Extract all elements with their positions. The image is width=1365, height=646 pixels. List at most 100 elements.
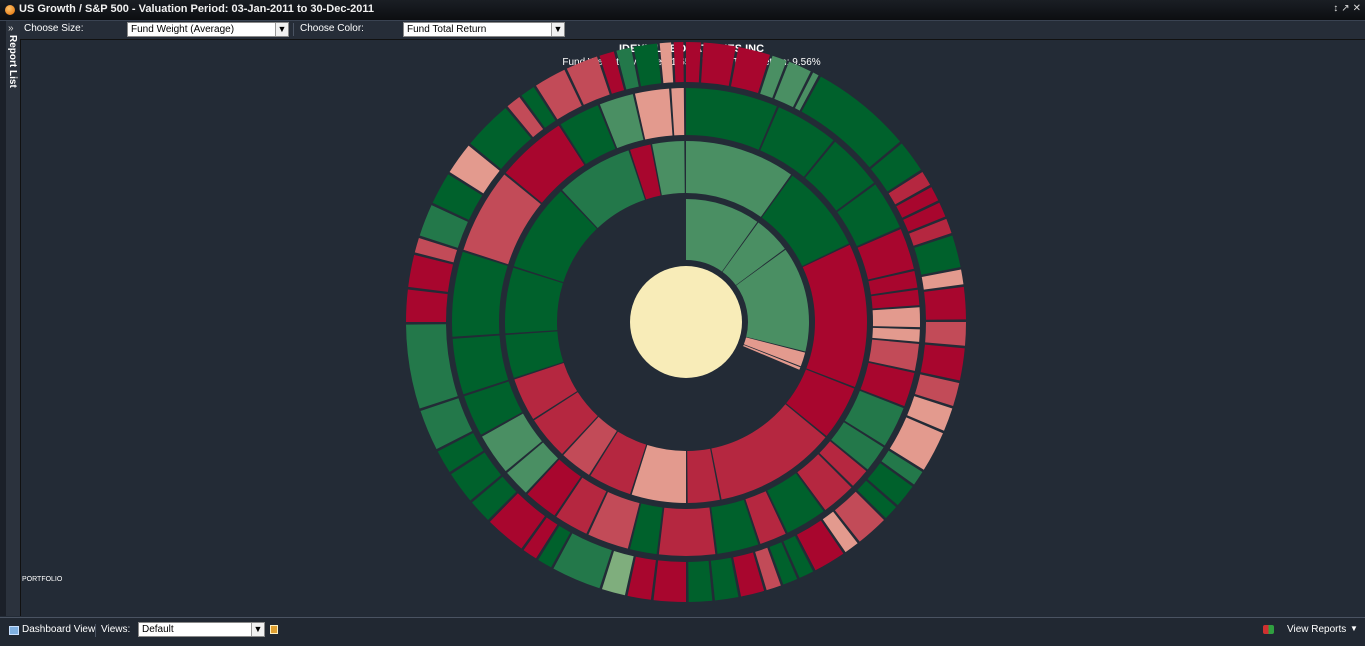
sunburst-center[interactable]	[630, 266, 742, 378]
sunburst-segment-ring3[interactable]	[711, 499, 759, 554]
sunburst-segment-ring2[interactable]	[563, 416, 617, 475]
sunburst-segment-ring3[interactable]	[871, 289, 920, 309]
sunburst-segment-ring4[interactable]	[601, 550, 634, 596]
sunburst-segment-ring4[interactable]	[755, 547, 781, 591]
sunburst-segment-ring4[interactable]	[896, 187, 939, 218]
sunburst-segment-ring4[interactable]	[406, 324, 458, 409]
sunburst-segment-ring4[interactable]	[822, 511, 858, 553]
sunburst-segment-ring3[interactable]	[805, 141, 875, 211]
sunburst-segment-ring4[interactable]	[907, 396, 953, 431]
sunburst-segment-ring4[interactable]	[489, 493, 545, 549]
sunburst-segment-ring1[interactable]	[743, 344, 801, 370]
sunburst-segment-ring3[interactable]	[686, 88, 777, 150]
sunburst-segment-ring4[interactable]	[733, 552, 765, 597]
sunburst-segment-ring3[interactable]	[451, 251, 508, 337]
views-select[interactable]: Default ▼	[138, 622, 265, 637]
sunburst-segment-ring2[interactable]	[786, 369, 855, 437]
sunburst-segment-ring2[interactable]	[761, 175, 850, 266]
sunburst-segment-ring4[interactable]	[686, 42, 701, 83]
sunburst-segment-ring4[interactable]	[794, 72, 819, 111]
color-select[interactable]: Fund Total Return ▼	[403, 22, 565, 37]
sunburst-segment-ring4[interactable]	[420, 398, 473, 450]
chevron-down-icon[interactable]: ▼	[251, 623, 264, 636]
sunburst-segment-ring4[interactable]	[701, 42, 736, 86]
sunburst-segment-ring4[interactable]	[538, 525, 571, 568]
sunburst-segment-ring2[interactable]	[505, 267, 563, 334]
sunburst-segment-ring4[interactable]	[566, 56, 610, 105]
sunburst-segment-ring4[interactable]	[920, 344, 965, 381]
report-list-sidebar[interactable]: » Report List	[6, 21, 21, 616]
sunburst-segment-ring3[interactable]	[599, 94, 644, 149]
sunburst-segment-ring4[interactable]	[760, 55, 787, 99]
sunburst-segment-ring4[interactable]	[408, 254, 453, 292]
sunburst-segment-ring4[interactable]	[914, 374, 960, 407]
sunburst-segment-ring3[interactable]	[464, 381, 523, 435]
sunburst-segment-ring1[interactable]	[686, 199, 758, 272]
sunburst-segment-ring3[interactable]	[452, 335, 509, 395]
sunburst-segment-ring3[interactable]	[505, 125, 585, 203]
sunburst-segment-ring4[interactable]	[801, 76, 901, 168]
sunburst-segment-ring4[interactable]	[470, 107, 532, 170]
sunburst-segment-ring4[interactable]	[507, 97, 544, 138]
sunburst-segment-ring3[interactable]	[868, 270, 918, 295]
sunburst-segment-ring2[interactable]	[514, 363, 578, 419]
sunburst-segment-ring4[interactable]	[535, 69, 582, 120]
sunburst-segment-ring3[interactable]	[482, 413, 542, 472]
dashboard-icon[interactable]	[9, 626, 19, 635]
sunburst-segment-ring3[interactable]	[868, 339, 919, 371]
sunburst-segment-ring4[interactable]	[419, 205, 468, 248]
sunburst-segment-ring4[interactable]	[870, 143, 921, 192]
sunburst-segment-ring2[interactable]	[562, 150, 645, 228]
sunburst-segment-ring3[interactable]	[588, 491, 640, 549]
close-icon[interactable]: ✕	[1352, 3, 1361, 14]
sunburst-segment-ring2[interactable]	[631, 445, 686, 503]
sunburst-segment-ring3[interactable]	[837, 184, 900, 247]
sunburst-segment-ring4[interactable]	[796, 520, 844, 571]
sunburst-segment-ring3[interactable]	[527, 459, 581, 516]
chevron-down-icon[interactable]: ▼	[1350, 624, 1358, 633]
sunburst-segment-ring2[interactable]	[687, 448, 720, 503]
sunburst-segment-ring3[interactable]	[629, 503, 663, 555]
save-view-icon[interactable]	[270, 625, 278, 634]
sunburst-segment-ring2[interactable]	[534, 392, 598, 454]
sunburst-segment-ring2[interactable]	[711, 404, 826, 500]
sunburst-segment-ring4[interactable]	[616, 47, 639, 90]
sunburst-segment-ring4[interactable]	[921, 269, 964, 290]
sunburst-segment-ring4[interactable]	[889, 417, 943, 470]
sunburst-segment-ring4[interactable]	[925, 322, 966, 346]
sunburst-segment-ring4[interactable]	[673, 42, 684, 83]
sunburst-segment-ring4[interactable]	[449, 145, 500, 194]
view-reports-button[interactable]: View Reports	[1287, 624, 1347, 635]
sunburst-segment-ring3[interactable]	[507, 442, 558, 493]
chevron-down-icon[interactable]: ▼	[551, 23, 564, 36]
sunburst-segment-ring3[interactable]	[857, 229, 914, 280]
sunburst-segment-ring4[interactable]	[633, 43, 662, 87]
sunburst-segment-ring4[interactable]	[553, 533, 612, 589]
sunburst-segment-ring4[interactable]	[627, 556, 656, 600]
sunburst-segment-ring4[interactable]	[471, 476, 517, 520]
sunburst-segment-ring4[interactable]	[653, 560, 686, 602]
sunburst-segment-ring4[interactable]	[432, 174, 483, 220]
sunburst-segment-ring3[interactable]	[463, 174, 541, 265]
sunburst-segment-ring4[interactable]	[406, 289, 448, 322]
sunburst-segment-ring3[interactable]	[831, 422, 884, 470]
sunburst-segment-ring3[interactable]	[745, 491, 786, 544]
sunburst-segment-ring3[interactable]	[658, 507, 716, 557]
sunburst-segment-ring4[interactable]	[730, 46, 771, 94]
sunburst-segment-ring3[interactable]	[760, 107, 834, 177]
maximize-icon[interactable]: ↗	[1341, 3, 1350, 14]
sunburst-segment-ring4[interactable]	[688, 560, 713, 602]
sunburst-segment-ring1[interactable]	[736, 249, 809, 352]
sunburst-segment-ring3[interactable]	[872, 327, 920, 342]
sunburst-segment-ring3[interactable]	[634, 88, 673, 140]
sunburst-segment-ring4[interactable]	[909, 218, 952, 246]
sunburst-segment-ring2[interactable]	[630, 144, 661, 200]
sunburst-segment-ring1[interactable]	[722, 222, 785, 286]
reports-icon[interactable]	[1263, 625, 1274, 634]
sunburst-segment-ring4[interactable]	[414, 237, 458, 263]
sunburst-segment-ring2[interactable]	[505, 331, 564, 378]
size-select[interactable]: Fund Weight (Average) ▼	[127, 22, 289, 37]
sunburst-segment-ring4[interactable]	[857, 480, 897, 519]
sunburst-segment-ring3[interactable]	[767, 473, 824, 533]
sunburst-segment-ring2[interactable]	[802, 244, 867, 388]
